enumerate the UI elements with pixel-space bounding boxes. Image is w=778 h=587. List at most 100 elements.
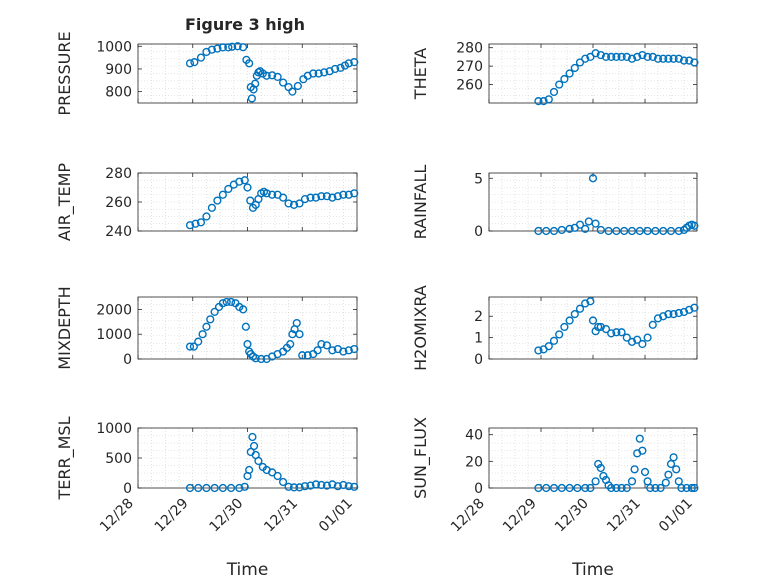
data-point <box>635 226 644 236</box>
data-point <box>685 305 694 314</box>
data-point <box>240 482 249 491</box>
data-point <box>669 310 678 319</box>
data-point <box>196 218 206 227</box>
data-point <box>549 226 559 236</box>
data-point <box>293 81 302 91</box>
data-point <box>539 97 548 106</box>
data-point <box>344 346 353 355</box>
data-point <box>198 330 207 339</box>
data-point <box>627 54 637 63</box>
subplot-4: 0 5 RAINFALL <box>411 165 699 240</box>
data-point <box>295 199 304 208</box>
data-point <box>617 52 626 62</box>
data-point <box>685 56 694 65</box>
data-point <box>643 52 652 62</box>
data-point <box>596 50 605 60</box>
y-axis-label: MIXDEPTH <box>55 286 74 369</box>
data-point <box>317 192 326 201</box>
data-point <box>309 69 318 78</box>
data-point <box>278 477 288 487</box>
data-point <box>555 330 564 339</box>
data-point <box>560 74 569 84</box>
data-point <box>643 226 652 236</box>
data-point <box>557 225 566 235</box>
data-point <box>268 71 277 80</box>
data-point <box>638 339 647 349</box>
data-point <box>612 226 621 236</box>
data-point <box>661 478 670 487</box>
subplot-6: 0 1 2 H2OMIXRA <box>411 285 699 371</box>
data-point <box>581 483 590 493</box>
data-point <box>617 483 626 493</box>
y-tick-label: 260 <box>456 78 483 94</box>
data-point <box>622 333 631 342</box>
data-point <box>635 434 644 443</box>
data-point <box>222 297 231 307</box>
data-point <box>633 335 642 344</box>
y-tick-label: 20 <box>465 454 483 470</box>
x-tick-label: 12/30 <box>552 496 592 536</box>
data-point <box>344 190 353 199</box>
data-point <box>534 346 543 355</box>
data-point <box>224 184 233 194</box>
data-point <box>333 482 342 491</box>
data-point <box>612 328 621 337</box>
y-tick-label: 2000 <box>96 302 132 318</box>
data-point <box>336 63 345 72</box>
data-point <box>317 480 326 490</box>
data-point <box>659 312 668 321</box>
data-point <box>233 42 242 51</box>
data-point <box>690 221 699 230</box>
y-tick-label: 1000 <box>96 421 132 437</box>
data-point <box>202 322 211 331</box>
data-point <box>206 315 215 324</box>
data-point <box>586 52 595 62</box>
data-point <box>588 174 598 183</box>
data-point <box>207 45 217 54</box>
data-point <box>235 177 244 186</box>
data-point <box>243 340 252 349</box>
data-point <box>278 78 288 87</box>
y-tick-label: 260 <box>105 195 132 211</box>
data-point <box>669 54 678 63</box>
data-point <box>190 58 199 67</box>
y-axis-label: TERR_MSL <box>55 416 75 500</box>
data-point <box>575 58 585 67</box>
data-point <box>257 354 266 364</box>
data-point <box>350 58 359 67</box>
x-tick-label: 01/01 <box>656 496 696 536</box>
data-point <box>344 59 353 68</box>
y-tick-label: 1 <box>474 331 483 347</box>
x-tick-label: 12/31 <box>604 496 644 536</box>
x-tick-label: 01/01 <box>316 496 356 536</box>
data-point <box>185 59 195 68</box>
data-point <box>235 483 244 493</box>
data-point <box>596 463 605 473</box>
data-point <box>191 219 200 228</box>
x-axis-label: Time <box>226 560 269 580</box>
y-axis-label: PRESSURE <box>55 31 74 115</box>
data-point <box>314 69 323 78</box>
data-point <box>328 193 337 202</box>
data-point <box>328 346 337 355</box>
data-point <box>633 52 642 62</box>
data-point <box>659 54 668 63</box>
subplot-5: 0 1000 2000 MIXDEPTH <box>55 286 359 370</box>
data-point <box>245 59 254 68</box>
x-tick-label: 12/29 <box>500 496 540 536</box>
data-point <box>690 303 699 312</box>
data-point <box>218 483 227 493</box>
data-point <box>239 43 248 52</box>
x-axis-label: Time <box>571 560 614 580</box>
data-point <box>306 193 315 202</box>
data-point <box>185 221 195 230</box>
data-point <box>586 483 595 493</box>
data-point <box>549 483 559 493</box>
y-tick-label: 800 <box>105 85 132 101</box>
y-tick-label: 500 <box>105 451 132 467</box>
data-point <box>300 195 310 204</box>
data-point <box>601 324 611 334</box>
data-point <box>284 199 293 208</box>
data-point <box>210 483 219 493</box>
data-point <box>320 68 329 77</box>
